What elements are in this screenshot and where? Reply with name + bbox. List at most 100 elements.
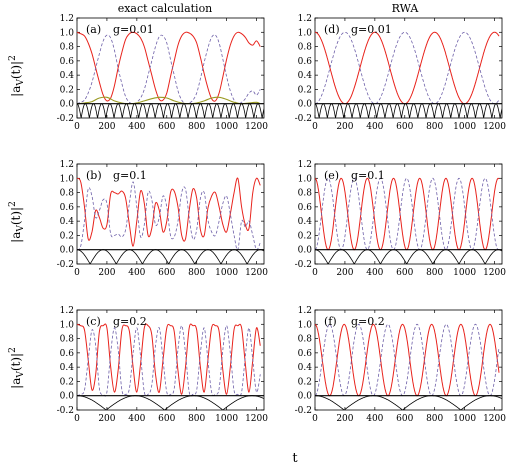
column-title-exact: exact calculation bbox=[118, 2, 213, 15]
y-tick-label: 0.0 bbox=[298, 246, 313, 256]
plot-frame bbox=[76, 163, 265, 265]
y-tick-label: 0.4 bbox=[60, 217, 75, 227]
x-tick-label: 800 bbox=[426, 268, 443, 278]
plot-frame bbox=[76, 17, 265, 119]
x-tick-label: 0 bbox=[74, 268, 80, 278]
y-tick-label: 0.8 bbox=[60, 335, 75, 345]
y-tick-label: 0.6 bbox=[298, 57, 313, 67]
plot-area bbox=[77, 323, 264, 410]
y-tick-label: 0.4 bbox=[60, 363, 75, 373]
y-tick-label: 0.8 bbox=[298, 43, 313, 53]
x-tick-label: 600 bbox=[396, 122, 413, 132]
x-tick-label: 0 bbox=[312, 268, 318, 278]
series-dashed-blue bbox=[315, 323, 500, 397]
x-tick-label: 0 bbox=[312, 122, 318, 132]
coupling-label: g=0.2 bbox=[113, 315, 147, 328]
y-axis-label: |aV(t)|2 bbox=[8, 55, 26, 97]
y-axis-label: |aV(t)|2 bbox=[8, 347, 26, 389]
y-tick-label: 0.8 bbox=[60, 43, 75, 53]
y-tick-label: -0.2 bbox=[295, 406, 312, 416]
x-tick-label: 200 bbox=[336, 268, 353, 278]
y-tick-label: 1.2 bbox=[60, 14, 74, 24]
y-tick-label: 0.4 bbox=[298, 363, 313, 373]
x-tick-label: 800 bbox=[188, 414, 205, 424]
x-tick-label: 1000 bbox=[215, 414, 238, 424]
x-tick-label: 400 bbox=[366, 122, 383, 132]
x-tick-label: 800 bbox=[188, 268, 205, 278]
plot-area bbox=[77, 177, 264, 264]
y-tick-label: 0.0 bbox=[298, 392, 313, 402]
plot-area bbox=[315, 31, 502, 118]
y-tick-label: -0.2 bbox=[57, 406, 74, 416]
x-tick-label: 1000 bbox=[453, 122, 476, 132]
y-tick-label: 1.0 bbox=[298, 28, 313, 38]
x-tick-label: 1200 bbox=[483, 122, 506, 132]
x-tick-label: 600 bbox=[396, 414, 413, 424]
y-axis-label: |aV(t)|2 bbox=[8, 201, 26, 243]
y-tick-label: 1.2 bbox=[298, 14, 312, 24]
x-tick-label: 200 bbox=[336, 414, 353, 424]
panel-label: (a) bbox=[86, 23, 101, 36]
y-tick-label: 0.8 bbox=[298, 335, 313, 345]
series-solid-red bbox=[315, 323, 500, 397]
column-title-rwa: RWA bbox=[392, 2, 420, 15]
x-tick-label: 1200 bbox=[245, 122, 268, 132]
x-tick-label: 800 bbox=[426, 122, 443, 132]
y-tick-label: 0.4 bbox=[60, 71, 75, 81]
series-dashed-blue bbox=[315, 31, 500, 105]
series-black-oscillation bbox=[315, 103, 502, 118]
x-tick-label: 200 bbox=[98, 414, 115, 424]
x-tick-label: 1200 bbox=[483, 268, 506, 278]
series-black-oscillation bbox=[77, 103, 264, 118]
y-tick-label: -0.2 bbox=[57, 260, 74, 270]
chart-panel: 0 200 400 600 800 1000 1200 -0.2 0.0 0.2 0.4 0.6 0.8… bbox=[8, 306, 268, 424]
chart-panel: 0 200 400 600 800 1000 1200 -0.2 0.0 0.2 0.4 0.6 0.8… bbox=[8, 160, 268, 278]
x-tick-label: 1000 bbox=[453, 414, 476, 424]
y-tick-label: 0.2 bbox=[298, 231, 312, 241]
series-dashed-blue bbox=[77, 34, 261, 105]
x-tick-label: 200 bbox=[336, 122, 353, 132]
x-tick-label: 0 bbox=[74, 122, 80, 132]
y-tick-label: 0.2 bbox=[298, 377, 312, 387]
chart-panel: 0 200 400 600 800 1000 1200 -0.2 0.0 0.2 0.4 0.6 0.8… bbox=[295, 160, 507, 278]
chart-panel: 0 200 400 600 800 1000 1200 -0.2 0.0 0.2 0.4 0.6 0.8… bbox=[295, 14, 507, 132]
y-tick-label: 0.8 bbox=[298, 189, 313, 199]
series-solid-red bbox=[315, 31, 500, 105]
panel-label: (e) bbox=[324, 169, 339, 182]
x-tick-label: 1000 bbox=[453, 268, 476, 278]
y-tick-label: 1.2 bbox=[60, 160, 74, 170]
y-tick-label: 1.0 bbox=[298, 174, 313, 184]
plot-frame bbox=[76, 309, 265, 411]
x-tick-label: 200 bbox=[98, 268, 115, 278]
series-olive bbox=[77, 96, 261, 105]
y-tick-label: 1.2 bbox=[298, 160, 312, 170]
x-tick-label: 600 bbox=[158, 414, 175, 424]
y-tick-label: 1.0 bbox=[298, 320, 313, 330]
x-tick-label: 400 bbox=[128, 122, 145, 132]
series-black-oscillation bbox=[315, 395, 502, 410]
plot-area bbox=[315, 323, 502, 410]
y-tick-label: 0.2 bbox=[60, 231, 74, 241]
panel-label: (f) bbox=[324, 315, 337, 328]
series-solid-red bbox=[315, 177, 500, 251]
y-tick-label: -0.2 bbox=[295, 114, 312, 124]
x-tick-label: 0 bbox=[74, 414, 80, 424]
coupling-label: g=0.1 bbox=[351, 169, 385, 182]
y-tick-label: 0.2 bbox=[298, 85, 312, 95]
x-tick-label: 1200 bbox=[245, 268, 268, 278]
panels: 0 200 400 600 800 1000 1200 -0.2 0.0 0.2 0.4 0.6 0.8… bbox=[8, 14, 506, 424]
series-black-oscillation bbox=[315, 249, 502, 264]
x-tick-label: 1000 bbox=[215, 122, 238, 132]
series-solid-red bbox=[77, 177, 261, 247]
y-tick-label: 1.2 bbox=[60, 306, 74, 316]
series-dashed-blue bbox=[315, 177, 500, 251]
series-solid-red bbox=[77, 31, 261, 102]
x-tick-label: 1200 bbox=[245, 414, 268, 424]
y-tick-label: -0.2 bbox=[295, 260, 312, 270]
y-tick-label: 0.6 bbox=[298, 203, 313, 213]
x-tick-label: 800 bbox=[188, 122, 205, 132]
y-tick-label: 0.2 bbox=[60, 377, 74, 387]
chart-panel: 0 200 400 600 800 1000 1200 -0.2 0.0 0.2 0.4 0.6 0.8… bbox=[8, 14, 268, 132]
y-tick-label: -0.2 bbox=[57, 114, 74, 124]
